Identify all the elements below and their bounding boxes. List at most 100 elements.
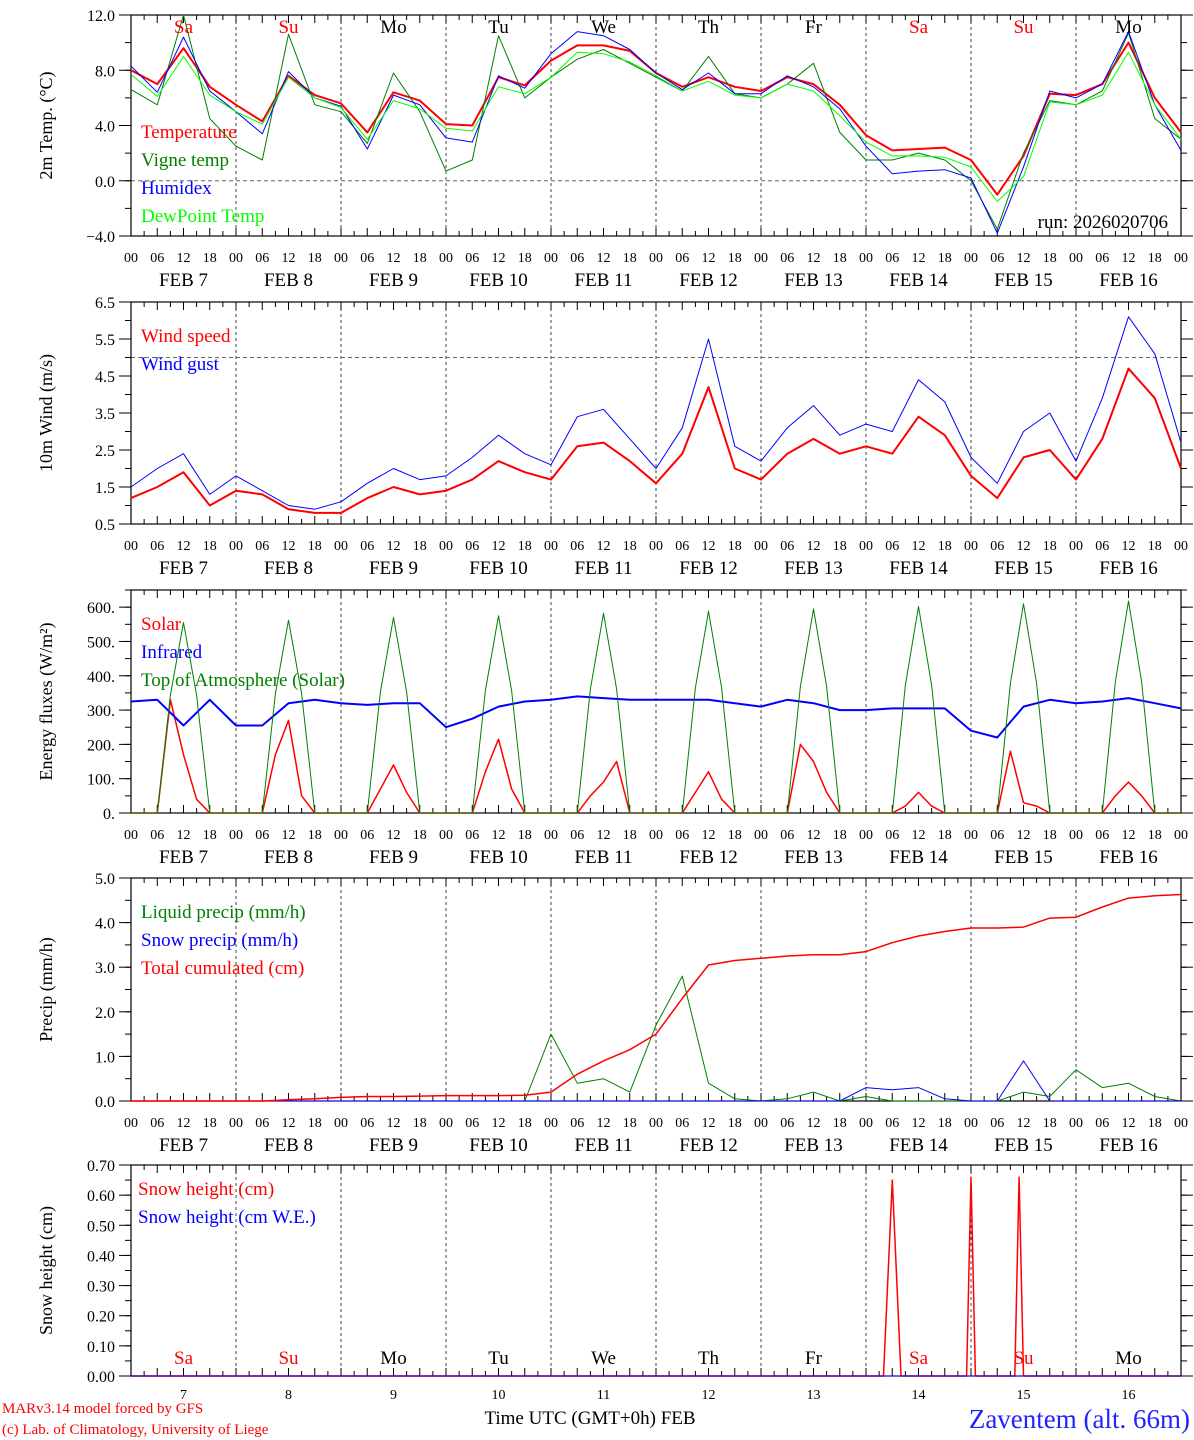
x-hour-label: 06 [255,251,269,266]
x-hour-label: 06 [990,539,1004,554]
x-hour-label: 12 [702,251,716,266]
x-hour-label: 00 [229,251,243,266]
y-tick-label: 0.5 [95,517,115,534]
x-day-label: FEB 9 [369,847,418,868]
x-hour-label: 12 [1017,828,1031,843]
x-hour-label: 12 [387,251,401,266]
x-hour-label: 12 [177,828,191,843]
x-hour-label: 18 [833,251,847,266]
y-tick-label: 2.0 [95,1005,115,1022]
x-hour-label: 00 [859,1116,873,1131]
x-hour-label: 06 [465,251,479,266]
x-hour-label: 00 [124,828,138,843]
x-hour-label: 00 [334,1116,348,1131]
x-hour-label: 18 [833,539,847,554]
x-hour-label: 00 [964,1116,978,1131]
x-hour-label: 12 [177,1116,191,1131]
x-hour-label: 12 [912,251,926,266]
legend-entry: Top of Atmosphere (Solar) [141,670,345,691]
x-hour-label: 18 [623,828,637,843]
y-tick-label: 300. [87,703,115,720]
x-hour-label: 06 [255,1116,269,1131]
x-hour-label: 06 [465,539,479,554]
x-day-label: FEB 8 [264,1135,313,1156]
x-hour-label: 18 [728,539,742,554]
x-hour-label: 18 [728,828,742,843]
x-hour-label: 18 [203,828,217,843]
x-day-label: FEB 10 [469,1135,528,1156]
x-hour-label: 12 [912,828,926,843]
x-day-label: FEB 12 [679,1135,738,1156]
x-day-label: FEB 7 [159,847,208,868]
series-line-vigne-temp [130,14,1182,230]
x-day-number: 13 [807,1388,821,1403]
x-hour-label: 12 [282,828,296,843]
x-hour-label: 06 [675,1116,689,1131]
x-hour-label: 12 [492,251,506,266]
y-tick-label: 0.10 [87,1339,115,1356]
x-hour-label: 00 [334,828,348,843]
y-tick-label: 12.0 [87,8,115,25]
x-axis-title: Time UTC (GMT+0h) FEB [484,1408,695,1429]
series-line-wind-gust [130,316,1182,510]
x-hour-label: 00 [859,251,873,266]
x-day-label: FEB 11 [575,1135,633,1156]
x-day-label: FEB 14 [889,270,948,291]
x-day-label: FEB 14 [889,558,948,579]
x-hour-label: 00 [1069,1116,1083,1131]
x-day-number: 14 [912,1388,926,1403]
y-tick-label: 1.0 [95,1049,115,1066]
x-hour-label: 12 [597,251,611,266]
series-line-total-cumulated-cm- [131,893,1182,1102]
x-hour-label: 18 [728,1116,742,1131]
x-hour-label: 00 [124,1116,138,1131]
x-hour-label: 12 [597,1116,611,1131]
series-line-snow-precip-mm-h- [131,1060,1181,1102]
x-hour-label: 00 [124,539,138,554]
x-hour-label: 12 [1017,539,1031,554]
x-hour-label: 18 [413,539,427,554]
x-day-label: FEB 12 [679,847,738,868]
x-day-label: FEB 8 [264,847,313,868]
y-tick-label: 3.0 [95,960,115,977]
legend-entry: Snow precip (mm/h) [141,930,298,951]
x-day-label: FEB 9 [369,558,418,579]
x-hour-label: 18 [1043,828,1057,843]
run-label: run: 2026020706 [1038,212,1168,233]
y-tick-label: 0.60 [87,1188,115,1205]
x-day-label: FEB 10 [469,558,528,579]
x-hour-label: 00 [544,828,558,843]
y-tick-label: 600. [87,600,115,617]
y-tick-label: 200. [87,737,115,754]
x-hour-label: 06 [360,539,374,554]
weekday-label: We [591,17,616,38]
x-day-label: FEB 16 [1099,270,1158,291]
x-day-label: FEB 8 [264,558,313,579]
x-hour-label: 18 [1043,539,1057,554]
y-tick-label: 0.50 [87,1218,115,1235]
weekday-label: Su [278,1348,299,1369]
x-hour-label: 00 [439,1116,453,1131]
legend-entry: Vigne temp [141,150,229,171]
weekday-label: Su [278,17,299,38]
series-line-dewpoint-temp [130,51,1182,202]
x-hour-label: 00 [859,539,873,554]
x-hour-label: 18 [938,828,952,843]
weekday-label: Mo [380,1348,406,1369]
x-hour-label: 00 [1069,251,1083,266]
x-hour-label: 00 [1174,828,1188,843]
weekday-label: Th [698,1348,720,1369]
x-day-number: 11 [597,1388,610,1403]
x-day-label: FEB 13 [784,1135,843,1156]
x-hour-label: 18 [623,539,637,554]
x-hour-label: 06 [780,828,794,843]
x-hour-label: 06 [990,828,1004,843]
x-day-number: 8 [285,1388,292,1403]
x-hour-label: 00 [649,539,663,554]
x-hour-label: 06 [570,1116,584,1131]
x-hour-label: 18 [1148,251,1162,266]
weekday-label: Tu [488,1348,509,1369]
legend-entry: Infrared [141,642,203,663]
y-tick-label: 0.30 [87,1279,115,1296]
